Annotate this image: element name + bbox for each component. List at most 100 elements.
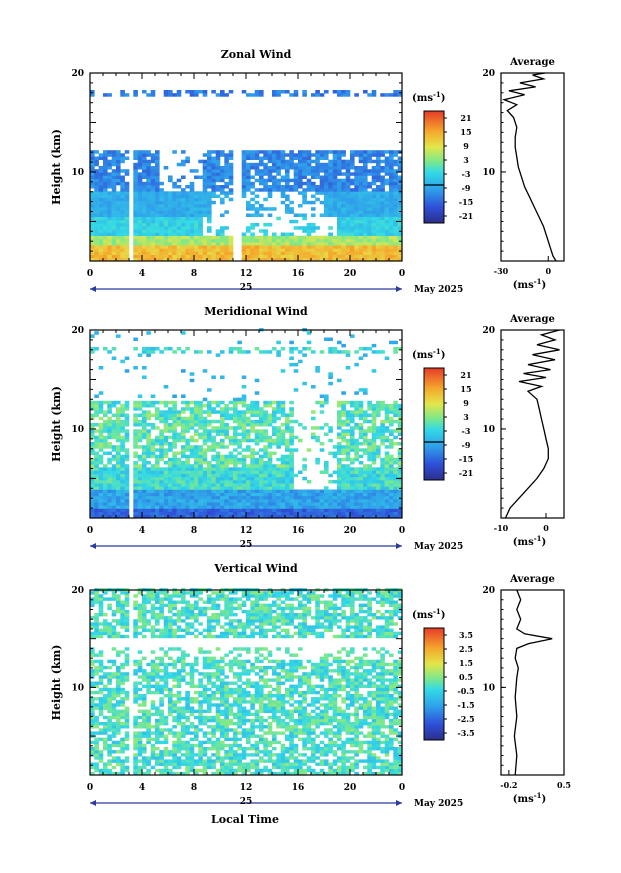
heatmap-cell <box>98 712 104 717</box>
heatmap-cell <box>133 483 138 487</box>
heatmap-cell <box>176 495 182 500</box>
heatmap-cell <box>111 647 117 651</box>
heatmap-cell <box>380 219 385 224</box>
heatmap-cell <box>289 480 294 484</box>
heatmap-cell <box>393 347 398 351</box>
heatmap-cell <box>198 400 203 405</box>
heatmap-cell <box>354 150 359 154</box>
heatmap-cell <box>124 690 130 695</box>
heatmap-cell <box>189 251 195 255</box>
heatmap-cell <box>159 489 164 493</box>
heatmap-cell <box>397 508 403 512</box>
heatmap-cell <box>254 213 260 217</box>
heatmap-cell <box>354 495 359 500</box>
heatmap-cell <box>111 175 117 179</box>
heatmap-cell <box>224 492 229 497</box>
heatmap-cell <box>337 181 342 186</box>
heatmap-cell <box>298 153 303 157</box>
heatmap-cell <box>137 511 143 516</box>
heatmap-cell <box>384 257 390 262</box>
heatmap-cell <box>90 448 95 452</box>
heatmap-cell <box>194 410 199 414</box>
heatmap-cell <box>354 362 359 367</box>
heatmap-cell <box>345 467 351 471</box>
heatmap-cell <box>332 451 338 455</box>
heatmap-cell <box>168 226 173 230</box>
heatmap-cell <box>337 492 342 497</box>
heatmap-cell <box>163 483 169 487</box>
heatmap-cell <box>267 238 273 243</box>
heatmap-cell <box>241 413 247 417</box>
heatmap-cell <box>259 181 264 186</box>
heatmap-cell <box>345 166 351 170</box>
heatmap-cell <box>116 429 121 433</box>
heatmap-cell <box>207 486 212 490</box>
heatmap-cell <box>233 448 238 452</box>
heatmap-cell <box>120 715 125 720</box>
heatmap-cell <box>341 188 346 192</box>
heatmap-cell <box>176 438 182 443</box>
heatmap-cell <box>254 391 260 395</box>
heatmap-cell <box>111 347 117 351</box>
heatmap-cell <box>267 156 273 160</box>
heatmap-cell <box>267 191 273 195</box>
heatmap-cell <box>94 226 99 230</box>
heatmap-cell <box>155 508 160 512</box>
heatmap-cell <box>90 647 95 651</box>
heatmap-cell <box>185 210 190 214</box>
heatmap-cell <box>207 257 212 262</box>
heatmap-cell <box>276 257 281 262</box>
heatmap-cell <box>220 423 225 427</box>
heatmap-cell <box>211 166 216 170</box>
heatmap-cell <box>202 426 208 430</box>
heatmap-cell <box>103 219 108 224</box>
heatmap-cell <box>98 200 104 205</box>
heatmap-cell <box>358 200 364 205</box>
heatmap-cell <box>215 156 221 160</box>
heatmap-cell <box>207 248 212 252</box>
heatmap-cell <box>198 207 203 211</box>
heatmap-cell <box>150 166 156 170</box>
heatmap-cell <box>220 232 225 236</box>
x-tick-label: 12 <box>240 526 253 536</box>
heatmap-cell <box>354 226 359 230</box>
heatmap-cell <box>280 435 286 440</box>
heatmap-cell <box>332 508 338 512</box>
heatmap-cell <box>124 448 130 452</box>
heatmap-cell <box>220 226 225 230</box>
heatmap-cell <box>168 489 173 493</box>
heatmap-cell <box>103 499 108 503</box>
heatmap-cell <box>328 175 333 179</box>
heatmap-cell <box>246 404 251 408</box>
date-label: May 2025 <box>414 285 463 295</box>
heatmap-cell <box>94 622 99 626</box>
heatmap-cell <box>354 448 359 452</box>
heatmap-cell <box>306 502 312 506</box>
heatmap-cell <box>272 416 277 421</box>
heatmap-cell <box>337 448 342 452</box>
heatmap-cell <box>276 248 281 252</box>
heatmap-cell <box>350 238 355 243</box>
heatmap-cell <box>94 257 99 262</box>
heatmap-cell <box>215 248 221 252</box>
heatmap-cell <box>142 248 147 252</box>
heatmap-cell <box>332 492 338 497</box>
heatmap-cell <box>315 438 320 443</box>
heatmap-cell <box>124 694 130 698</box>
heatmap-cell <box>155 159 160 164</box>
heatmap-cell <box>363 451 368 455</box>
heatmap-cell <box>172 502 177 506</box>
heatmap-cell <box>133 169 138 173</box>
heatmap-cell <box>380 194 385 198</box>
heatmap-cell <box>107 476 112 481</box>
heatmap-cell <box>384 150 390 154</box>
heatmap-cell <box>181 235 186 240</box>
heatmap-cell <box>358 416 364 421</box>
heatmap-cell <box>189 483 195 487</box>
heatmap-cell <box>371 172 377 176</box>
heatmap-cell <box>189 185 195 189</box>
heatmap-cell <box>315 150 320 154</box>
heatmap-cell <box>215 505 221 509</box>
heatmap-cell <box>397 416 403 421</box>
heatmap-cell <box>350 153 355 157</box>
